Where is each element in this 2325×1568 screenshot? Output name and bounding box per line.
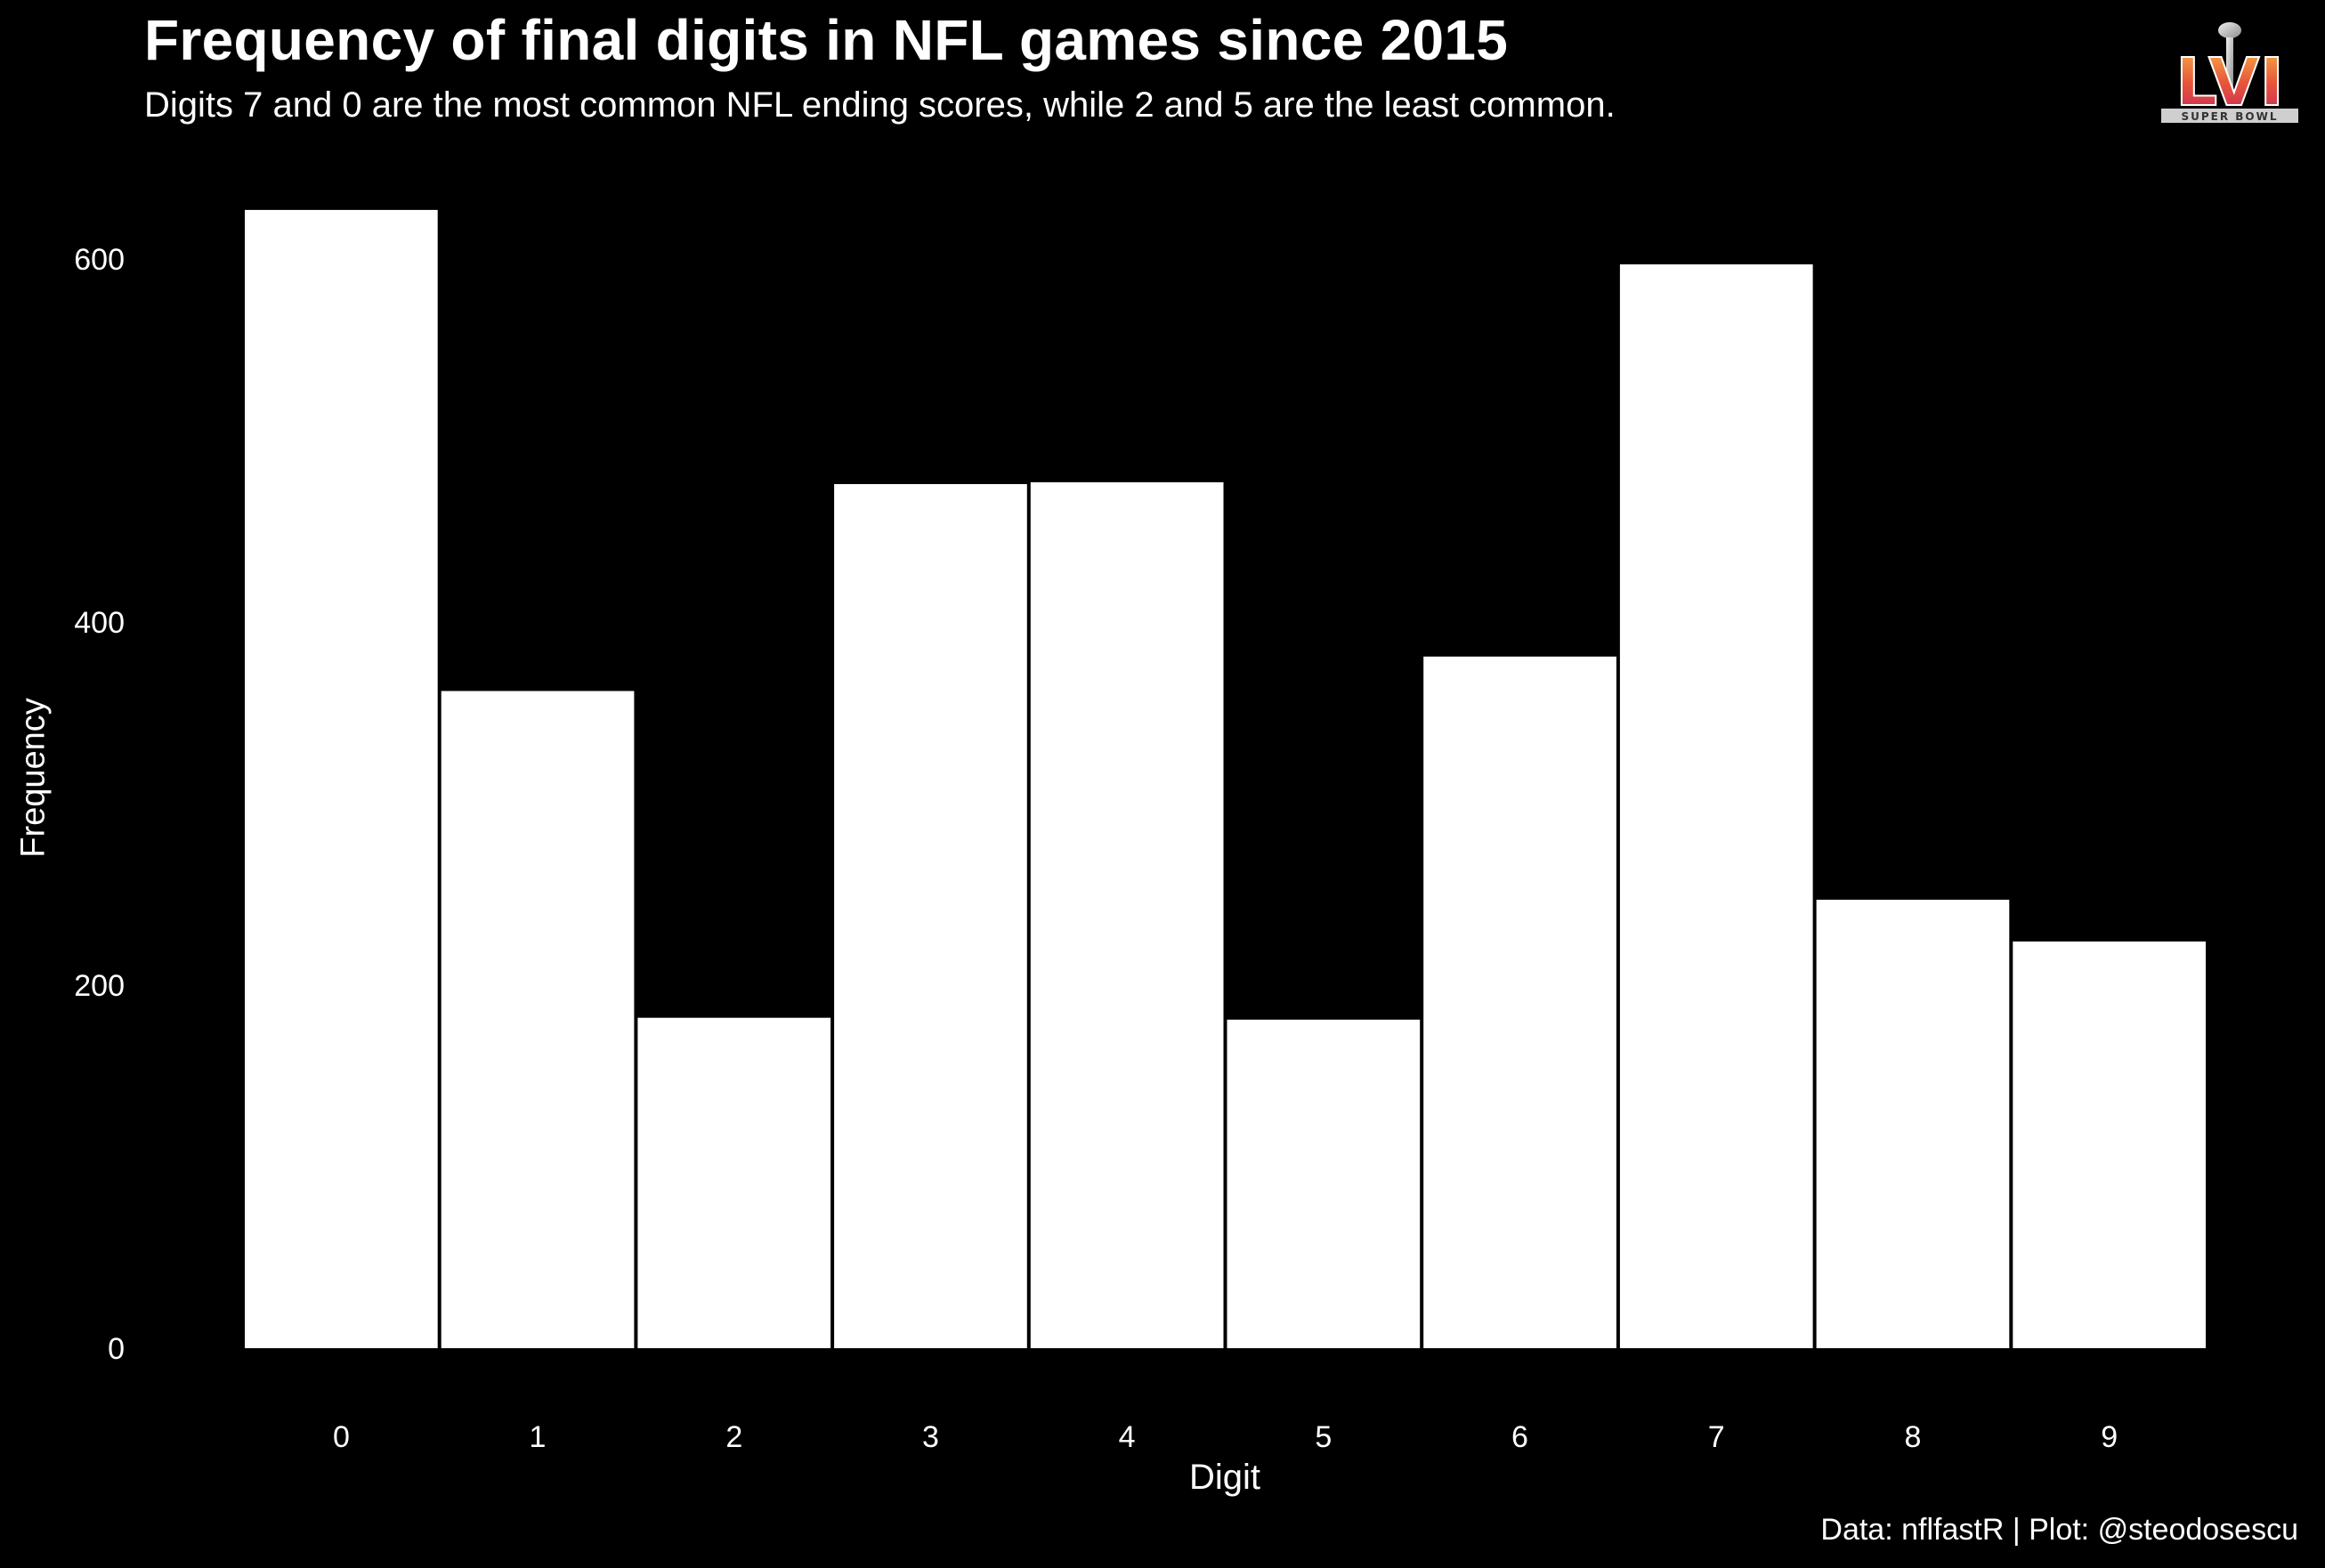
- bar-digit-5: [1227, 1019, 1421, 1348]
- bar-digit-2: [637, 1017, 831, 1348]
- x-tick-label: 1: [530, 1420, 547, 1454]
- x-tick-label: 4: [1119, 1420, 1136, 1454]
- y-tick-label: 200: [74, 969, 125, 1003]
- bar-digit-3: [834, 484, 1027, 1348]
- bar-digit-1: [441, 691, 635, 1348]
- bar-digit-0: [245, 209, 438, 1348]
- x-tick-label: 3: [922, 1420, 939, 1454]
- super-bowl-logo-icon: LVI SUPER BOWL: [2161, 22, 2298, 123]
- x-tick-label: 8: [1904, 1420, 1921, 1454]
- y-tick-label: 600: [74, 243, 125, 277]
- x-tick-label: 7: [1708, 1420, 1725, 1454]
- bar-digit-9: [2013, 942, 2206, 1348]
- y-axis-title: Frequency: [14, 698, 53, 858]
- y-tick-label: 400: [74, 606, 125, 640]
- logo-text: SUPER BOWL: [2181, 110, 2278, 123]
- bar-digit-6: [1423, 656, 1616, 1348]
- x-tick-label: 6: [1511, 1420, 1528, 1454]
- bar-digit-7: [1619, 264, 1813, 1349]
- chart-title: Frequency of final digits in NFL games s…: [144, 8, 1509, 72]
- chart-subtitle: Digits 7 and 0 are the most common NFL e…: [144, 85, 1616, 125]
- x-tick-label: 9: [2101, 1420, 2118, 1454]
- x-tick-label: 5: [1315, 1420, 1332, 1454]
- x-axis-title: Digit: [1188, 1458, 1261, 1497]
- y-tick-label: 0: [108, 1332, 125, 1366]
- x-tick-label: 0: [333, 1420, 350, 1454]
- chart-caption: Data: nflfastR | Plot: @steodosescu: [1820, 1513, 2298, 1547]
- x-tick-label: 2: [725, 1420, 742, 1454]
- bar-digit-8: [1816, 900, 2010, 1348]
- trophy-ball-icon: [2218, 22, 2241, 38]
- bar-digit-4: [1030, 481, 1224, 1348]
